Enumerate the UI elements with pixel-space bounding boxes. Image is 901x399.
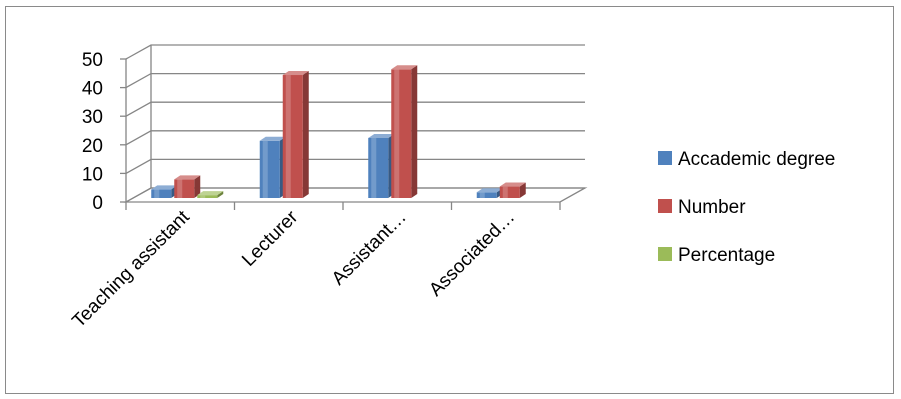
bar-accademic-degree-0 bbox=[151, 185, 178, 198]
legend-swatch bbox=[658, 151, 672, 165]
legend-label: Accademic degree bbox=[678, 149, 835, 170]
x-axis-ticks: Teaching assistant Lecturer Assistant… Asso… bbox=[68, 202, 561, 332]
legend-swatch bbox=[658, 247, 672, 261]
bar-accademic-degree-1 bbox=[259, 136, 286, 198]
legend-label: Percentage bbox=[678, 245, 775, 266]
gridline-5 bbox=[125, 44, 585, 60]
bar-accademic-degree-3 bbox=[476, 188, 503, 198]
y-tick-label: 20 bbox=[82, 136, 103, 157]
gridline-4 bbox=[125, 72, 585, 89]
legend: Accademic degree Number Percentage bbox=[658, 149, 835, 266]
x-tick-label: Lecturer bbox=[238, 206, 303, 271]
legend-swatch bbox=[658, 199, 672, 213]
y-axis-ticks: 0 10 20 30 40 50 bbox=[82, 50, 126, 214]
bar-number-3 bbox=[499, 182, 526, 198]
bar-number-1 bbox=[282, 71, 309, 198]
y-tick-label: 40 bbox=[82, 79, 103, 100]
bar-percentage-0 bbox=[197, 191, 224, 198]
bar-number-0 bbox=[174, 175, 201, 198]
bar-number-2 bbox=[391, 65, 418, 198]
y-tick-label: 10 bbox=[82, 164, 103, 185]
gridline-3 bbox=[125, 101, 585, 117]
x-tick-label: Teaching assistant bbox=[68, 206, 194, 332]
gridlines bbox=[125, 44, 585, 203]
gridline-0 bbox=[125, 187, 585, 203]
y-tick-label: 50 bbox=[82, 50, 103, 71]
x-tick-label: Associated… bbox=[425, 207, 519, 301]
bar-accademic-degree-2 bbox=[368, 133, 395, 198]
legend-label: Number bbox=[678, 197, 746, 218]
y-tick-label: 30 bbox=[82, 107, 103, 128]
gridline-2 bbox=[125, 130, 585, 146]
gridline-1 bbox=[125, 158, 585, 174]
y-tick-label: 0 bbox=[92, 193, 103, 214]
x-tick-label: Assistant… bbox=[328, 207, 411, 290]
bars bbox=[151, 65, 526, 198]
